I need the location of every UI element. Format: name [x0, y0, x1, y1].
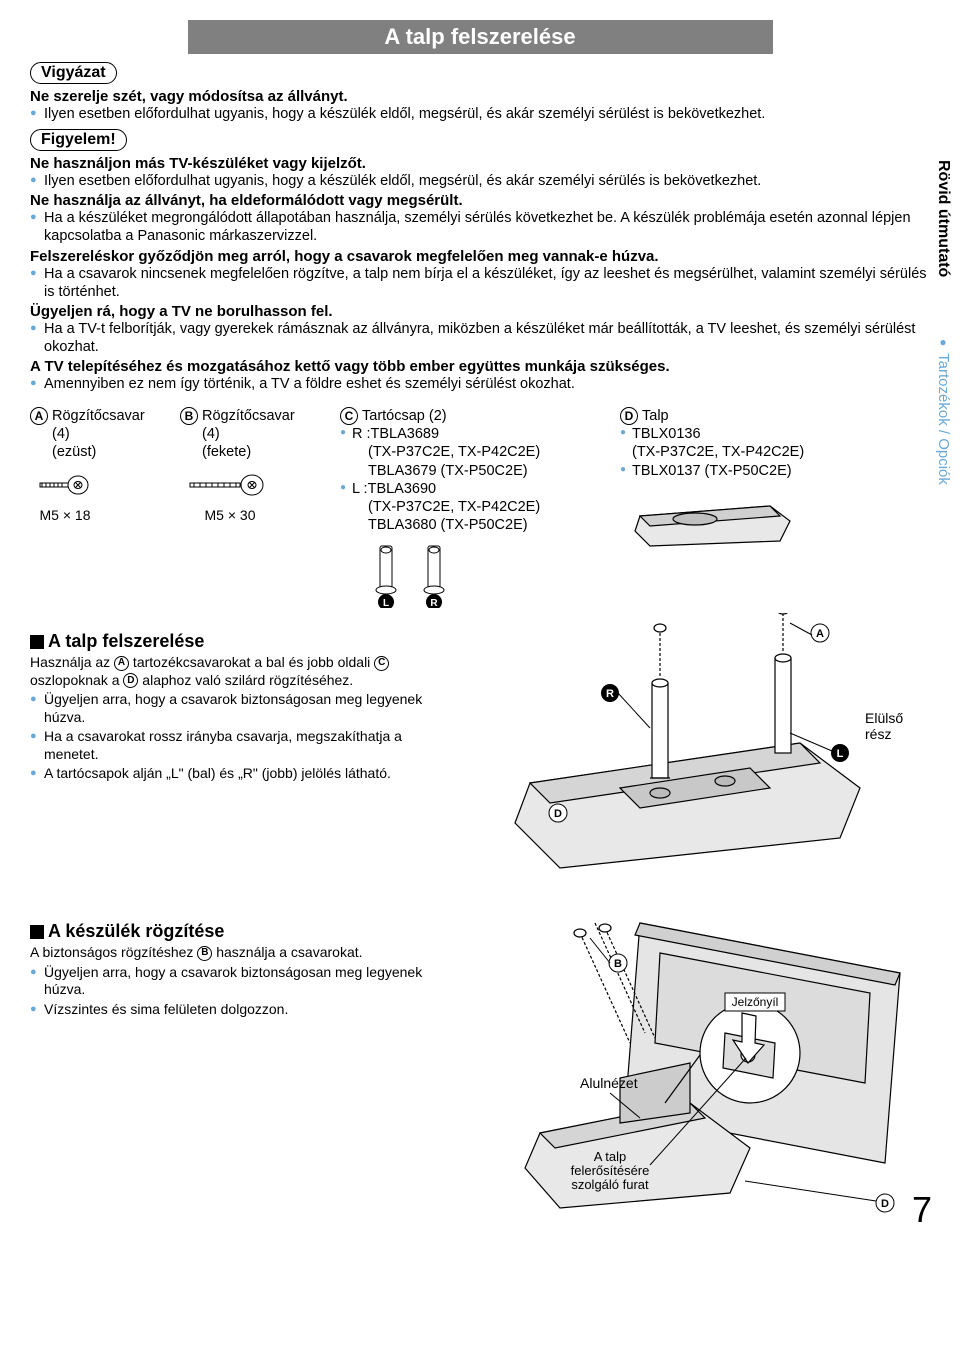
bottom-view-label: Alulnézet	[580, 1075, 638, 1091]
base-icon	[620, 486, 800, 556]
part-a-letter: A	[30, 407, 48, 425]
bracket-icon: L R	[340, 538, 480, 608]
part-d: D Talp TBLX0136 (TX-P37C2E, TX-P42C2E) T…	[620, 407, 880, 613]
section2-b1: Ügyeljen arra, hogy a csavarok biztonság…	[30, 964, 450, 999]
notice-h2: Ne használja az állványt, ha eldeformáló…	[30, 192, 930, 209]
arrow-label: Jelzőnyíl	[732, 995, 779, 1009]
svg-text:A: A	[816, 628, 824, 640]
section1-b1: Ügyeljen arra, hogy a csavarok biztonság…	[30, 691, 450, 726]
caution-heading: Ne szerelje szét, vagy módosítsa az állv…	[30, 88, 930, 105]
part-b: B Rögzítőcsavar (4) (fekete) M5 × 30	[180, 407, 330, 613]
screw-a-icon	[30, 470, 110, 500]
svg-text:B: B	[614, 958, 622, 970]
side-tab-accessories: ● Tartozékok / Opciók	[935, 335, 952, 485]
part-b-dim: M5 × 30	[180, 507, 280, 525]
caution-callout: Vigyázat	[30, 62, 117, 84]
hole-label-1: A talp	[594, 1149, 627, 1164]
section1-title: A talp felszerelése	[30, 631, 470, 652]
front-label: Elülső	[865, 710, 903, 726]
screw-b-icon	[180, 470, 290, 500]
hole-label-3: szolgáló furat	[571, 1177, 649, 1192]
page-title: A talp felszerelése	[188, 20, 773, 54]
notice-h4: Ügyeljen rá, hogy a TV ne borulhasson fe…	[30, 303, 930, 320]
section2-b2: Vízszintes és sima felületen dolgozzon.	[30, 1001, 450, 1019]
section2-title: A készülék rögzítése	[30, 921, 470, 942]
svg-text:L: L	[383, 598, 389, 608]
svg-text:L: L	[837, 748, 844, 760]
part-c: C Tartócsap (2) R :TBLA3689 (TX-P37C2E, …	[340, 407, 610, 613]
part-a-dim: M5 × 18	[30, 507, 100, 525]
notice-h5: A TV telepítéséhez és mozgatásához kettő…	[30, 358, 930, 375]
notice-t5: Amennyiben ez nem így történik, a TV a f…	[30, 375, 930, 393]
section1-intro: Használja az A tartozékcsavarokat a bal …	[30, 654, 450, 689]
svg-text:rész: rész	[865, 726, 891, 742]
svg-text:R: R	[606, 688, 614, 700]
section1-b2: Ha a csavarokat rossz irányba csavarja, …	[30, 728, 450, 763]
hole-label-2: felerősítésére	[571, 1163, 650, 1178]
side-tab-guide: Rövid útmutató	[934, 160, 952, 277]
svg-text:R: R	[430, 598, 438, 608]
notice-t1: Ilyen esetben előfordulhat ugyanis, hogy…	[30, 172, 930, 190]
part-a: A Rögzítőcsavar (4) (ezüst) M5 × 18	[30, 407, 170, 613]
caution-text: Ilyen esetben előfordulhat ugyanis, hogy…	[30, 105, 930, 123]
page-number: 7	[912, 1189, 932, 1231]
notice-t4: Ha a TV-t felborítják, vagy gyerekek rám…	[30, 320, 930, 356]
part-b-letter: B	[180, 407, 198, 425]
tv-mount-diagram: Jelzőnyíl B D Alulnézet A talp felerősít…	[490, 903, 930, 1223]
notice-t2: Ha a készüléket megrongálódott állapotáb…	[30, 209, 930, 245]
stand-assembly-diagram: R A D L Elülső rész	[490, 613, 910, 873]
svg-text:D: D	[881, 1198, 889, 1210]
notice-h3: Felszereléskor győződjön meg arról, hogy…	[30, 248, 930, 265]
part-d-letter: D	[620, 407, 638, 425]
notice-callout: Figyelem!	[30, 129, 127, 151]
svg-text:D: D	[554, 808, 562, 820]
notice-h1: Ne használjon más TV-készüléket vagy kij…	[30, 155, 930, 172]
notice-t3: Ha a csavarok nincsenek megfelelően rögz…	[30, 265, 930, 301]
section1-b3: A tartócsapok alján „L" (bal) és „R" (jo…	[30, 765, 450, 783]
parts-row: A Rögzítőcsavar (4) (ezüst) M5 × 18	[30, 407, 930, 613]
section2-intro: A biztonságos rögzítéshez B használja a …	[30, 944, 450, 962]
part-c-letter: C	[340, 407, 358, 425]
